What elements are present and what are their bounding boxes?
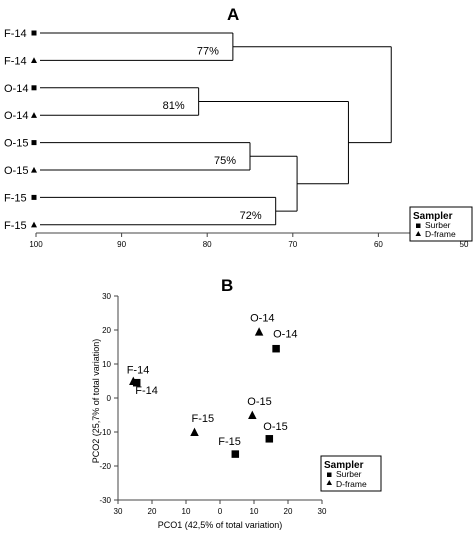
similarity-label: 81% [163, 100, 185, 112]
square-marker [31, 30, 37, 36]
y-tick-label: -10 [99, 428, 111, 437]
legend-item-d-frame: D-frame [336, 479, 367, 489]
panel-label-a: A [227, 5, 239, 24]
point-label: F-14 [127, 365, 150, 377]
square-point [272, 344, 280, 353]
triangle-marker [31, 221, 37, 228]
leaf-label: O-14 [4, 110, 28, 122]
point-label: F-15 [192, 413, 215, 425]
dendrogram-leaves: F-14 F-14 O-14 O-14 O-15 O-15 F-15 F-15 [4, 28, 37, 232]
square-marker [31, 85, 37, 91]
legend-item-surber: Surber [425, 220, 451, 230]
square-point [231, 450, 240, 458]
y-tick-label: -20 [99, 462, 111, 471]
triangle-marker [31, 57, 37, 64]
leaf-label: O-14 [4, 83, 28, 95]
point-label: O-15 [263, 421, 287, 433]
dendrogram-panel: A F-14 F-14 O-14 O-14 O-15 O-15 F-15 F-15 77% 81… [4, 5, 473, 249]
legend-item-d-frame: D-frame [425, 229, 456, 239]
point-label: F-14 [135, 385, 158, 397]
y-axis-label: PCO2 (25,7% of total variation) [91, 339, 101, 464]
x-axis-label: PCO1 (42,5% of total variation) [158, 520, 283, 530]
cluster-labels: 77% 81% 75% 72% [163, 45, 262, 221]
leaf-label: F-15 [4, 192, 27, 204]
legend-title: Sampler [413, 211, 453, 222]
point-label: O-14 [250, 313, 274, 325]
triangle-marker-icon [415, 231, 421, 236]
y-tick-label: 20 [102, 326, 111, 335]
x-tick-label: 70 [288, 240, 297, 249]
x-tick-label: 50 [460, 240, 469, 249]
triangle-point [248, 410, 257, 419]
x-tick-label: 10 [182, 507, 191, 516]
triangle-marker [31, 166, 37, 173]
legend-title: Sampler [324, 460, 364, 471]
legend-sampler-a: Sampler Surber D-frame [409, 206, 473, 242]
similarity-axis: 100 90 80 70 60 50 [29, 232, 469, 249]
x-tick-label: 20 [148, 507, 157, 516]
pco-points: F-14 F-14 O-14 O-14 O-15 O-15 F-15F-15 [127, 313, 298, 458]
x-tick-label: 0 [218, 507, 223, 516]
similarity-label: 72% [240, 210, 262, 222]
point-label: O-14 [273, 329, 297, 341]
pco-axes: 30 20 10 0 10 20 30 30 20 10 0 -10 -20 -30 [99, 292, 327, 516]
legend-item-surber: Surber [336, 469, 362, 479]
triangle-marker-icon [326, 480, 332, 485]
triangle-marker [31, 112, 37, 118]
square-marker [31, 140, 37, 146]
leaf-label: O-15 [4, 138, 28, 150]
x-tick-label: 30 [318, 507, 327, 516]
x-tick-label: 10 [250, 507, 259, 516]
leaf-label: O-15 [4, 165, 28, 177]
triangle-point [254, 327, 264, 336]
y-tick-label: 30 [102, 292, 111, 301]
x-tick-label: 60 [374, 240, 383, 249]
y-tick-label: 0 [107, 394, 112, 403]
similarity-label: 77% [197, 45, 219, 57]
dendrogram-links [40, 32, 392, 226]
leaf-label: F-14 [4, 28, 27, 40]
x-tick-label: 100 [29, 240, 43, 249]
similarity-label: 75% [214, 155, 236, 167]
square-marker [31, 194, 37, 200]
square-point [265, 435, 274, 443]
square-marker-icon [327, 472, 332, 477]
triangle-point [129, 376, 138, 385]
square-marker-icon [416, 223, 421, 228]
y-tick-label: 10 [102, 360, 111, 369]
legend-sampler-b: Sampler Surber D-frame [320, 455, 382, 492]
triangle-point [190, 427, 199, 436]
point-label: F-15 [218, 436, 241, 448]
point-label: O-15 [247, 396, 271, 408]
x-tick-label: 90 [117, 240, 126, 249]
square-point [132, 378, 141, 387]
leaf-label: F-15 [4, 220, 27, 232]
x-tick-label: 30 [114, 507, 123, 516]
y-tick-label: -30 [99, 496, 111, 505]
x-tick-label: 80 [203, 240, 212, 249]
x-tick-label: 20 [284, 507, 293, 516]
leaf-label: F-14 [4, 55, 27, 67]
panel-label-b: B [221, 276, 233, 295]
